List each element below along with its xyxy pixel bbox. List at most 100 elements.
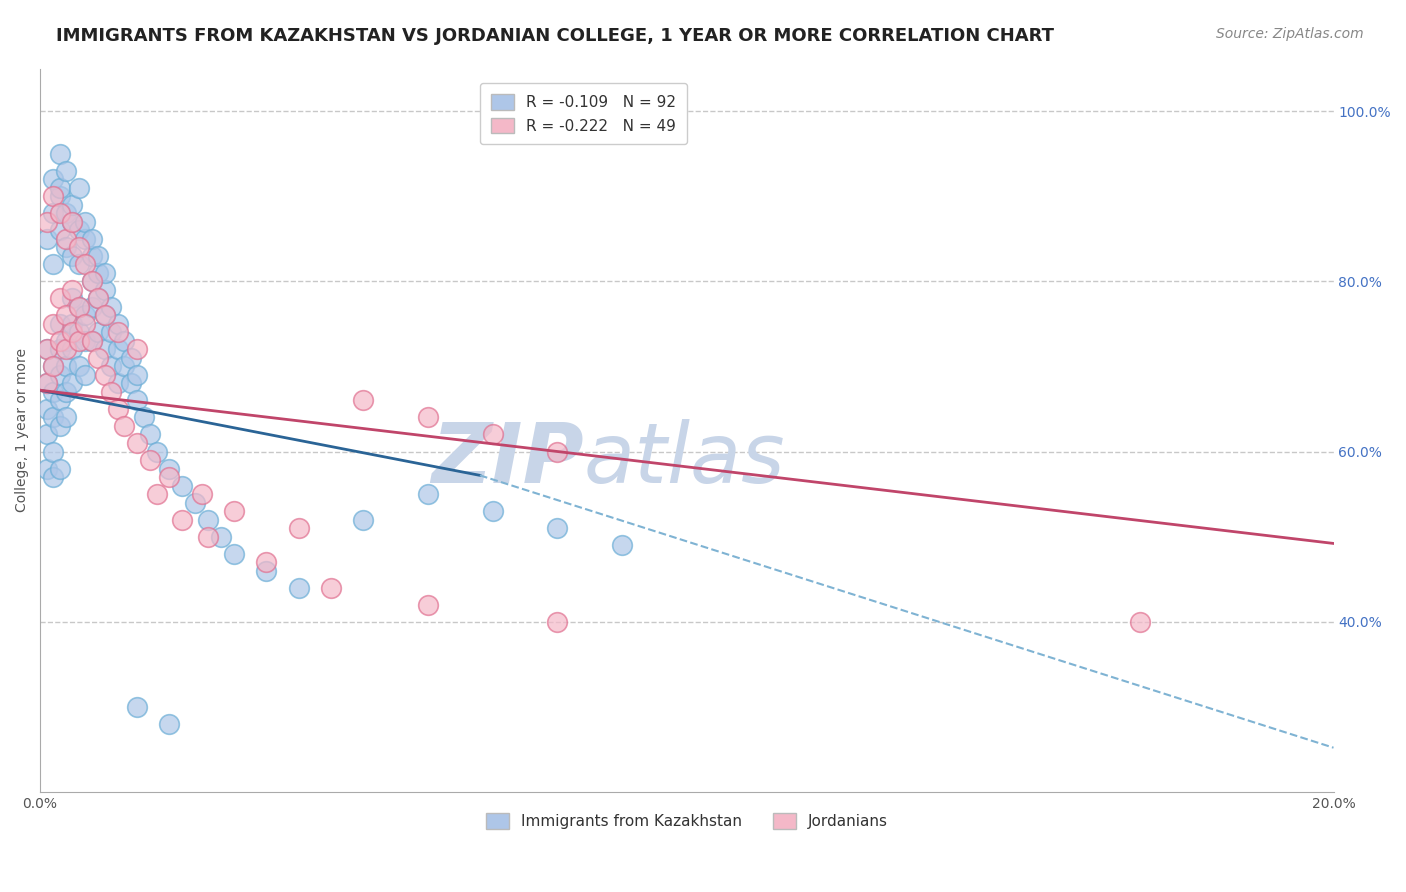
Point [75,215,97,229]
Point [127,368,149,382]
Point [55,309,77,323]
Point [100,384,122,399]
Point [48,291,70,305]
Point [55,384,77,399]
Point [42,206,65,220]
Point [112,419,135,434]
Point [67,300,90,314]
Point [35,376,58,391]
Point [67,334,90,348]
Point [67,326,90,340]
Point [67,257,90,271]
Point [100,359,122,374]
Point [418,598,440,612]
Point [120,376,142,391]
Point [256,555,278,569]
Point [209,530,232,544]
Point [80,334,103,348]
Point [62,376,84,391]
Point [94,368,117,382]
Point [481,504,503,518]
Point [62,283,84,297]
Point [1128,615,1150,629]
Point [67,300,90,314]
Point [94,309,117,323]
Point [256,564,278,578]
Point [42,384,65,399]
Point [87,326,110,340]
Point [321,581,343,595]
Point [127,436,149,450]
Point [67,223,90,237]
Point [62,215,84,229]
Point [75,309,97,323]
Point [94,266,117,280]
Point [224,547,246,561]
Point [42,470,65,484]
Point [80,300,103,314]
Point [172,478,194,492]
Point [112,359,135,374]
Point [107,401,129,416]
Legend: Immigrants from Kazakhstan, Jordanians: Immigrants from Kazakhstan, Jordanians [479,806,894,835]
Point [127,393,149,408]
Point [87,291,110,305]
Point [62,343,84,357]
Point [35,232,58,246]
Point [67,240,90,254]
Point [75,334,97,348]
Point [610,538,633,552]
Point [55,240,77,254]
Point [127,343,149,357]
Point [62,291,84,305]
Point [80,274,103,288]
Point [55,163,77,178]
Point [172,513,194,527]
Point [55,359,77,374]
Point [35,401,58,416]
Text: ZIP: ZIP [430,418,583,500]
Point [67,359,90,374]
Point [197,513,219,527]
Point [42,444,65,458]
Point [48,146,70,161]
Point [48,393,70,408]
Point [55,343,77,357]
Point [132,410,155,425]
Point [35,343,58,357]
Text: Source: ZipAtlas.com: Source: ZipAtlas.com [1216,27,1364,41]
Point [288,521,311,535]
Point [145,444,167,458]
Point [35,215,58,229]
Point [94,343,117,357]
Point [62,215,84,229]
Point [418,410,440,425]
Point [42,317,65,331]
Point [48,343,70,357]
Point [48,189,70,203]
Point [75,317,97,331]
Point [80,274,103,288]
Point [35,376,58,391]
Point [87,291,110,305]
Point [546,615,568,629]
Point [139,453,162,467]
Point [100,300,122,314]
Point [107,317,129,331]
Y-axis label: College, 1 year or more: College, 1 year or more [15,348,30,512]
Point [139,427,162,442]
Point [62,326,84,340]
Point [80,334,103,348]
Point [87,249,110,263]
Point [94,309,117,323]
Point [35,461,58,475]
Point [55,232,77,246]
Point [42,359,65,374]
Point [55,410,77,425]
Point [127,699,149,714]
Point [42,189,65,203]
Point [87,266,110,280]
Point [87,351,110,365]
Point [145,487,167,501]
Point [481,427,503,442]
